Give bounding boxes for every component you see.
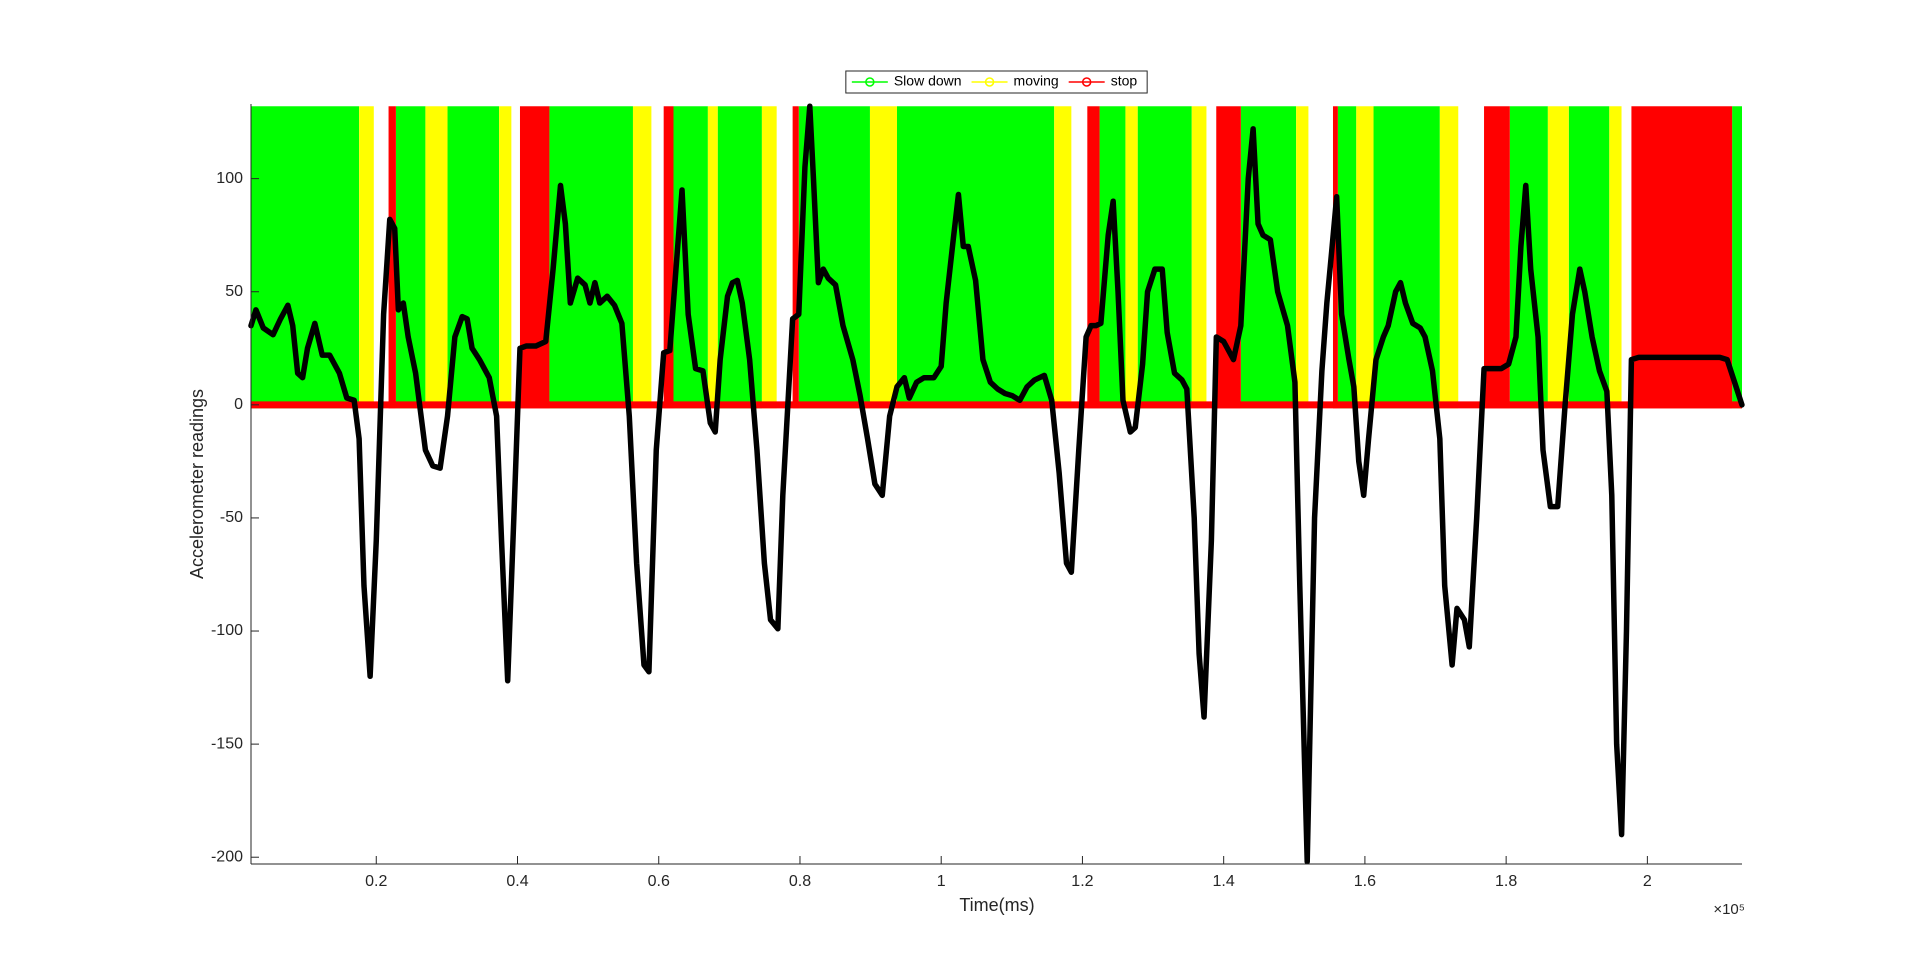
x-tick-label: 1 [937, 873, 946, 890]
state-region [519, 106, 550, 405]
y-tick-label: 0 [234, 396, 243, 413]
state-region [1216, 106, 1241, 405]
state-region [632, 106, 652, 405]
x-tick-label: 0.6 [648, 873, 670, 890]
x-tick-label: 2 [1643, 873, 1652, 890]
state-region [499, 106, 512, 405]
legend-label: Slow down [894, 73, 962, 89]
state-region [1296, 106, 1309, 405]
state-region [1125, 106, 1138, 405]
state-region [707, 106, 718, 405]
state-region [1087, 106, 1100, 405]
signal-line [248, 103, 1745, 865]
state-region [1332, 106, 1338, 405]
state-region [761, 106, 777, 405]
state-region [896, 106, 1055, 405]
y-tick-label: 100 [216, 170, 243, 187]
state-region [1356, 106, 1374, 405]
state-region [425, 106, 448, 405]
state-region [1137, 106, 1192, 405]
y-tick-label: -100 [211, 622, 243, 639]
y-tick-label: -150 [211, 735, 243, 752]
state-region [1732, 106, 1742, 405]
y-axis-label: Accelerometer readings [187, 389, 207, 579]
legend-marker [865, 77, 875, 87]
state-region [869, 106, 897, 405]
state-region [1054, 106, 1072, 405]
state-region [549, 106, 633, 405]
plot-area [248, 103, 1745, 865]
x-tick-label: 0.8 [789, 873, 811, 890]
state-region [663, 106, 674, 405]
legend: Slow down moving stop [845, 70, 1148, 94]
y-tick-label: -50 [220, 509, 243, 526]
state-region [359, 106, 374, 405]
state-region [1439, 106, 1459, 405]
x-tick-label: 0.4 [506, 873, 528, 890]
x-exponent-label: ×10⁵ [1713, 901, 1745, 918]
x-tick-label: 1.4 [1213, 873, 1235, 890]
legend-label: stop [1111, 73, 1138, 89]
y-tick-label: -200 [211, 848, 243, 865]
legend-marker [1081, 77, 1092, 87]
x-axis-label: Time(ms) [959, 895, 1034, 915]
state-region [388, 106, 396, 405]
y-tick-label: 50 [225, 283, 243, 300]
legend-marker [984, 77, 995, 87]
legend-label: moving [1014, 73, 1059, 89]
state-region [1609, 106, 1622, 405]
state-region [1484, 106, 1510, 405]
state-region [792, 106, 799, 405]
state-region [717, 106, 762, 405]
x-tick-label: 1.8 [1495, 873, 1517, 890]
x-tick-label: 1.2 [1071, 873, 1093, 890]
state-region [1568, 106, 1610, 405]
state-region [1547, 106, 1569, 405]
x-tick-label: 0.2 [365, 873, 387, 890]
state-region [1191, 106, 1207, 405]
x-tick-label: 1.6 [1354, 873, 1376, 890]
